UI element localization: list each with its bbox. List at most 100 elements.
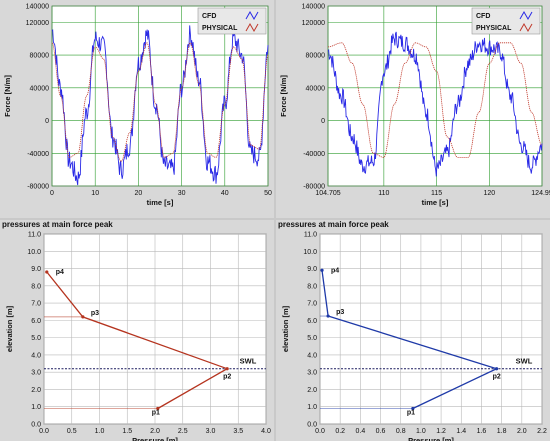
- x-axis-label: time [s]: [147, 198, 174, 207]
- pressure-point-p4: [45, 270, 49, 274]
- swl-label: SWL: [516, 357, 533, 366]
- pressure-label-p2: p2: [223, 374, 231, 381]
- y-tick-label: 40000: [306, 85, 326, 92]
- force-chart-zoom-svg: 104.705 110 115 120 124.99 -80000 -40000 0 40000…: [279, 4, 550, 208]
- series-line-physical: [328, 42, 543, 158]
- y-tick-label: 40000: [30, 85, 50, 92]
- legend-label-physical: PHYSICAL: [476, 25, 512, 32]
- pressure-chart-physical: pressures at main force peak 0.0 0.5 1.0 1.…: [0, 220, 274, 441]
- pressure-label-p3: p3: [336, 309, 344, 316]
- pressure-point-p4: [320, 268, 324, 272]
- pressure-chart-cfd: pressures at main force peak 0.0 0.2 0.4 0.…: [276, 220, 550, 441]
- y-tick-label: 7.0: [307, 301, 317, 308]
- x-axis-label: Pressure [m]: [132, 436, 178, 441]
- y-axis-label: elevation [m]: [281, 305, 290, 352]
- legend-swatch-physical: [245, 22, 259, 33]
- y-axis-label: Force [N/m]: [3, 75, 12, 117]
- x-tick-label: 120: [484, 190, 496, 197]
- x-tick-label: 1.0: [95, 428, 105, 435]
- y-tick-label: 8.0: [31, 283, 41, 290]
- pressure-label-p1: p1: [407, 409, 415, 416]
- y-tick-label: 80000: [306, 53, 326, 60]
- y-tick-label: 0.0: [307, 422, 317, 429]
- pressure-point-p1: [156, 406, 160, 411]
- pressure-profile-line: [46, 271, 229, 410]
- pressure-label-p2: p2: [493, 374, 501, 381]
- legend-label-cfd: CFD: [202, 13, 216, 20]
- x-tick-label: 0.2: [335, 428, 345, 435]
- y-tick-label: 11.0: [304, 232, 317, 239]
- x-tick-label: 115: [431, 190, 442, 197]
- y-tick-label: 8.0: [307, 283, 317, 290]
- y-tick-label: 1.0: [31, 404, 41, 411]
- force-chart-full: 0 10 20 30 40 50 -80000 -40000 0 40000 80000 120000…: [0, 0, 274, 218]
- legend-swatch-cfd: [519, 10, 533, 21]
- y-tick-label: -40000: [27, 151, 49, 158]
- pressure-profile-line: [321, 270, 499, 410]
- x-tick-label: 20: [135, 190, 143, 197]
- y-axis-label: Force [N/m]: [279, 75, 288, 117]
- y-tick-label: -80000: [303, 184, 325, 191]
- y-tick-label: 0: [321, 118, 325, 125]
- plot-area: [319, 233, 543, 425]
- x-tick-label: 1.5: [122, 428, 132, 435]
- x-tick-label: 104.705: [315, 190, 340, 197]
- y-tick-label: 3.0: [307, 370, 317, 377]
- x-tick-label: 0: [50, 190, 54, 197]
- pressure-point-p2: [494, 367, 499, 371]
- x-tick-label: 4.0: [261, 428, 271, 435]
- y-tick-label: 10.0: [27, 249, 41, 256]
- legend-label-physical: PHYSICAL: [202, 25, 238, 32]
- x-tick-label: 30: [178, 190, 186, 197]
- y-tick-label: 2.0: [31, 387, 41, 394]
- x-tick-label: 0.8: [396, 428, 406, 435]
- x-tick-label: 2.2: [537, 428, 547, 435]
- y-tick-label: 5.0: [31, 335, 41, 342]
- y-axis-label: elevation [m]: [5, 305, 14, 352]
- x-tick-label: 50: [264, 190, 272, 197]
- y-tick-label: 6.0: [307, 318, 317, 325]
- pressure-label-p3: p3: [91, 310, 99, 317]
- x-tick-label: 1.8: [497, 428, 507, 435]
- y-tick-label: 4.0: [307, 352, 317, 359]
- x-tick-label: 10: [91, 190, 99, 197]
- pressure-label-p4: p4: [331, 267, 339, 274]
- plot-area: [51, 5, 269, 187]
- x-tick-label: 2.0: [517, 428, 527, 435]
- pressure-label-p4: p4: [56, 269, 64, 276]
- x-tick-label: 1.4: [456, 428, 466, 435]
- x-axis-label: time [s]: [422, 198, 449, 207]
- x-tick-label: 40: [221, 190, 229, 197]
- x-tick-label: 0.0: [315, 428, 325, 435]
- legend-swatch-cfd: [245, 10, 259, 21]
- swl-label: SWL: [240, 357, 257, 366]
- y-tick-label: 140000: [26, 4, 49, 11]
- series-line-physical: [51, 42, 269, 162]
- y-tick-label: 10.0: [303, 249, 317, 256]
- y-tick-label: -40000: [303, 151, 325, 158]
- legend-label-cfd: CFD: [476, 13, 490, 20]
- plot-area: [327, 5, 543, 187]
- y-tick-label: 120000: [26, 20, 49, 27]
- y-tick-label: 2.0: [307, 387, 317, 394]
- pressure-title-left: pressures at main force peak: [2, 220, 113, 229]
- y-tick-label: 120000: [302, 20, 325, 27]
- y-tick-label: 6.0: [31, 318, 41, 325]
- series-line-cfd: [327, 31, 543, 177]
- x-tick-label: 0.5: [67, 428, 77, 435]
- pressure-point-p1: [411, 406, 415, 411]
- y-tick-label: 0: [45, 118, 49, 125]
- pressure-title-right: pressures at main force peak: [278, 220, 389, 229]
- x-tick-label: 1.0: [416, 428, 426, 435]
- pressure-point-p3: [326, 314, 330, 318]
- y-tick-label: 9.0: [307, 266, 317, 273]
- x-axis-label: Pressure [m]: [408, 436, 454, 441]
- y-tick-label: 0.0: [31, 422, 41, 429]
- y-tick-label: 3.0: [31, 370, 41, 377]
- pressure-point-p3: [81, 315, 85, 319]
- x-tick-label: 0.0: [39, 428, 49, 435]
- x-tick-label: 2.5: [178, 428, 188, 435]
- x-tick-label: 3.5: [233, 428, 243, 435]
- y-tick-label: 5.0: [307, 335, 317, 342]
